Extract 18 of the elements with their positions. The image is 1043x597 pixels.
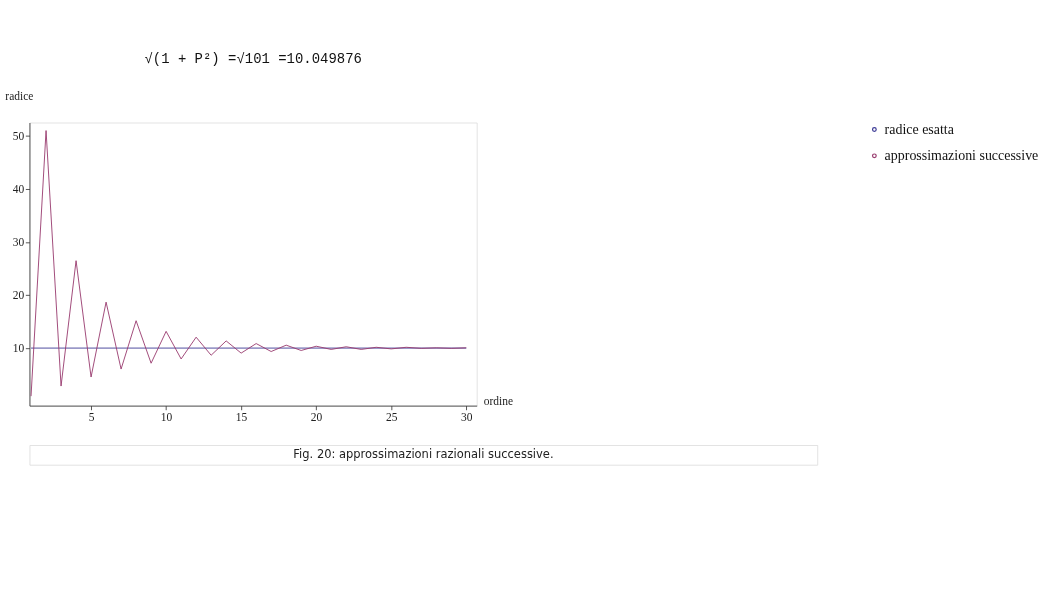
y-tick-label: 40 (12, 182, 25, 195)
y-tick-label: 10 (12, 342, 25, 355)
x-tick-label: 25 (385, 410, 398, 423)
y-tick-label: 50 (12, 129, 25, 142)
line-series (30, 130, 467, 397)
legend-label: approssimazioni successive (884, 147, 1039, 163)
x-tick-label: 30 (460, 410, 473, 423)
caption: Fig. 20: approssimazioni razionali successive. (293, 447, 554, 462)
y-tick-label: 20 (12, 288, 25, 301)
x-tick-label: 10 (160, 410, 173, 423)
x-axis-title: ordine (483, 395, 514, 408)
chart-title: √(1 + P²) =√101 =10.049876 (144, 50, 362, 67)
x-tick-label: 20 (310, 410, 323, 423)
y-axis-title: radice (5, 90, 34, 103)
legend-label: radice esatta (884, 121, 954, 137)
x-tick-label: 15 (235, 410, 248, 423)
x-tick-label: 5 (88, 410, 95, 423)
y-tick-label: 30 (12, 235, 25, 248)
